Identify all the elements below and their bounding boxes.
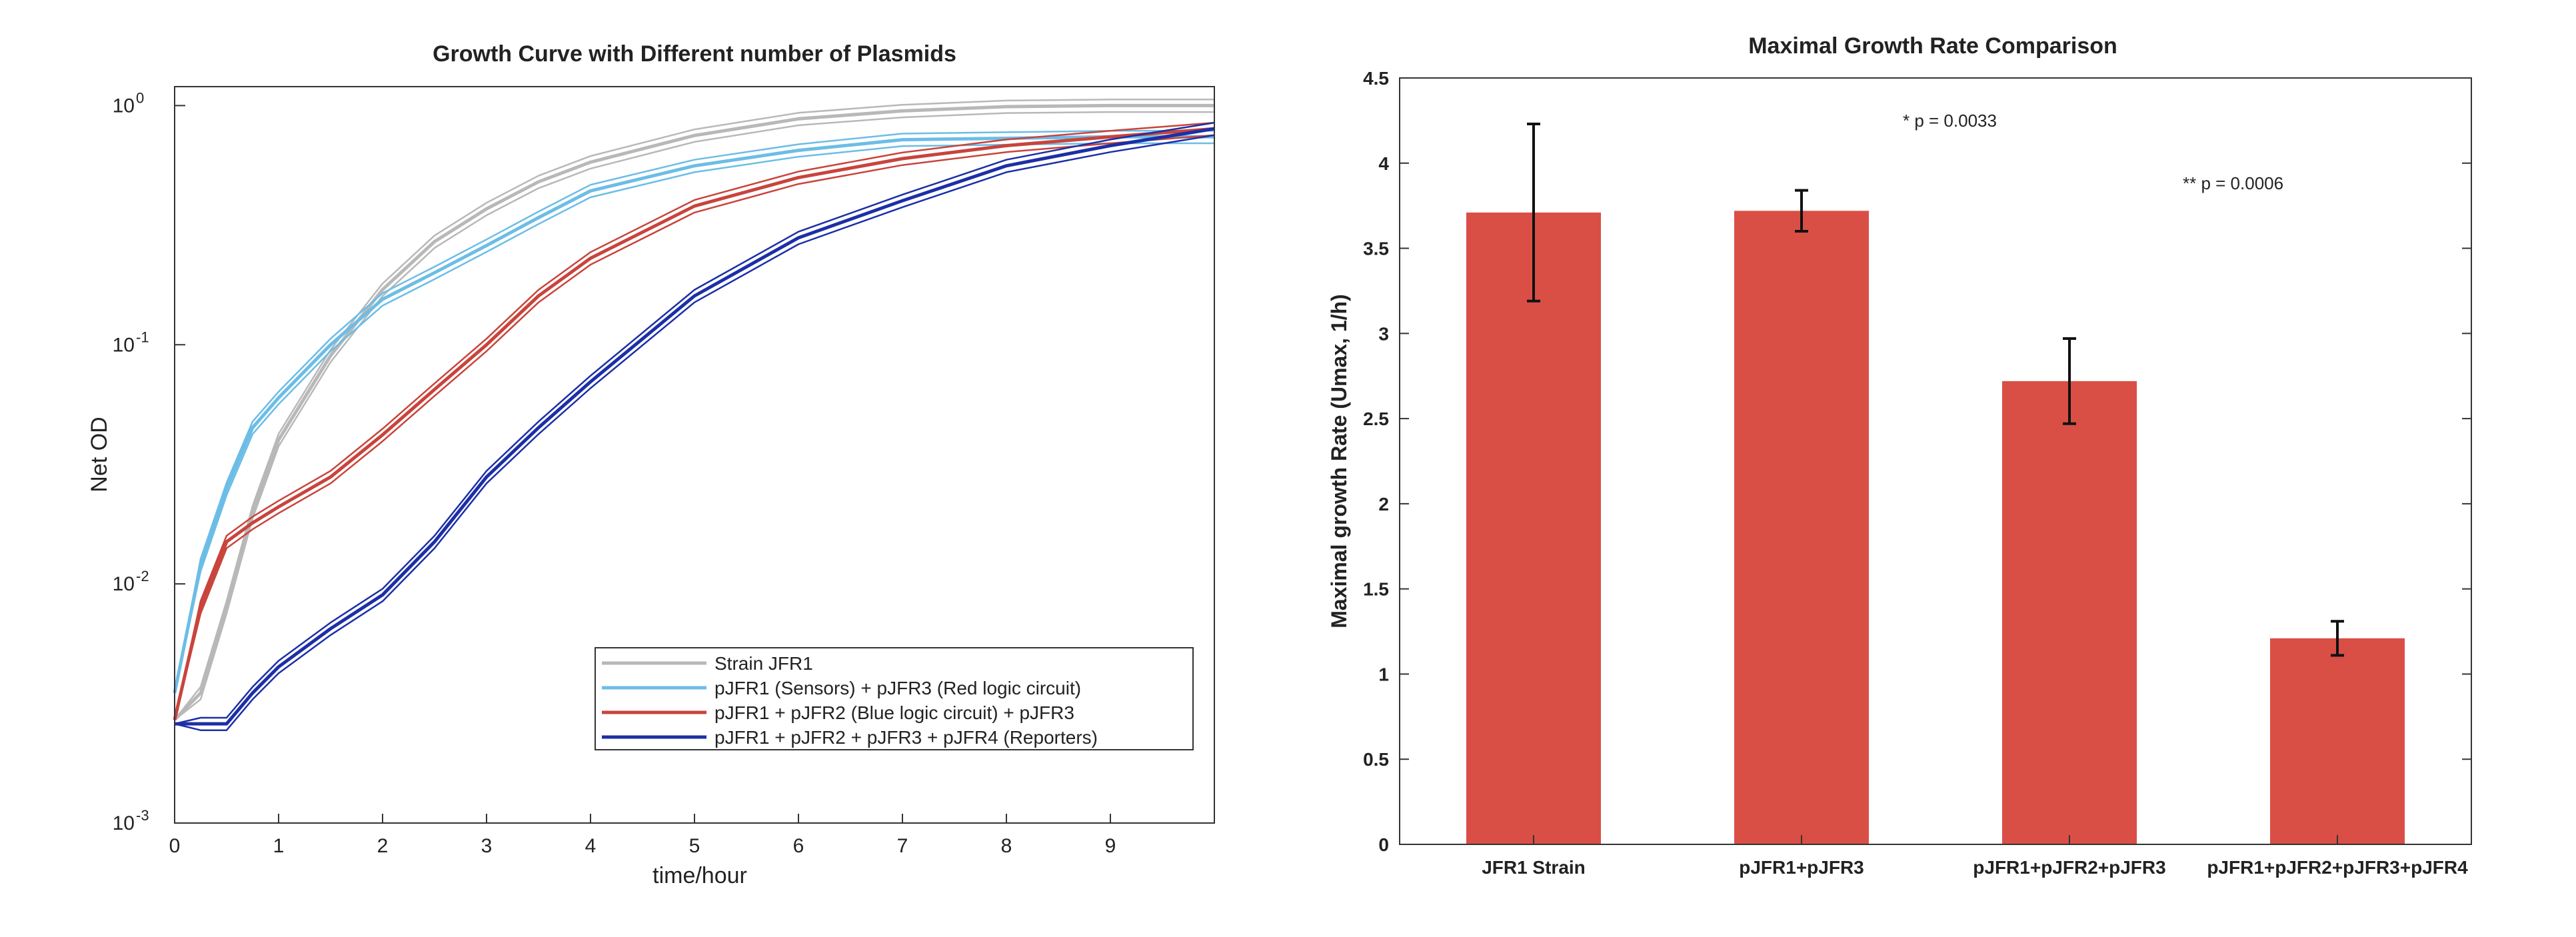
series-line	[173, 135, 1214, 694]
bars	[1466, 123, 2405, 844]
bar-axes-box	[1399, 77, 2472, 845]
series-line	[173, 103, 1214, 721]
y-tick-label: 2.5	[1363, 409, 1389, 429]
y-tick-label: 10	[113, 334, 135, 356]
error-bar	[1795, 189, 1808, 233]
series-line	[175, 127, 1215, 726]
legend-entry: pJFR1 (Sensors) + pJFR3 (Red logic circu…	[602, 678, 1081, 698]
series-line	[174, 99, 1214, 720]
x-tick-label: pJFR1+pJFR2+pJFR3+pJFR4	[2207, 857, 2468, 878]
x-tick-label: 6	[793, 835, 804, 857]
growth-y-axis-label: Net OD	[87, 417, 112, 492]
y-tick-label: 3.5	[1363, 239, 1389, 259]
bar-plot-area: 0 0.5 1 1.5 2 2.5 3 3.5 4 4.5 JFR1 Strain pJFR1+pJ…	[1363, 68, 2472, 878]
x-tick-label: 3	[481, 835, 493, 857]
series-line	[174, 111, 1214, 721]
x-tick-label: 9	[1105, 835, 1116, 857]
series-line	[174, 121, 1215, 725]
x-tick-label: 0	[169, 835, 181, 857]
series-line	[173, 130, 1214, 694]
bar-chart-title: Maximal Growth Rate Comparison	[1748, 33, 2117, 59]
series-line	[173, 127, 1215, 720]
y-tick-exponent: -2	[136, 568, 149, 584]
x-tick-label: pJFR1+pJFR2+pJFR3	[1973, 857, 2165, 878]
y-tick-exponent: 0	[136, 89, 144, 106]
x-tick-label: 8	[1001, 835, 1012, 857]
bar-y-ticks: 0 0.5 1 1.5 2 2.5 3 3.5 4 4.5	[1363, 68, 2471, 855]
legend-entry: pJFR1 + pJFR2 + pJFR3 + pJFR4 (Reporters…	[602, 727, 1098, 748]
growth-rate-bar-chart: Maximal Growth Rate Comparison 0 0.5 1 1.5 2…	[1327, 33, 2472, 878]
y-tick-label: 10	[113, 95, 135, 117]
x-tick-label: 4	[585, 835, 597, 857]
series-line	[174, 134, 1215, 731]
growth-x-ticks: 0 1 2 3 4 5 6 7 8 9	[169, 814, 1116, 857]
y-tick-label: 3	[1378, 323, 1389, 344]
bar	[2270, 638, 2405, 844]
x-tick-label: 1	[273, 835, 285, 857]
y-tick-label: 0.5	[1363, 749, 1389, 770]
error-bar	[1527, 123, 1540, 303]
error-bar	[2063, 337, 2076, 425]
y-tick-label: 10	[113, 573, 135, 595]
bar	[2002, 381, 2137, 844]
growth-curve-chart: Growth Curve with Different number of Pl…	[87, 41, 1215, 888]
growth-x-axis-label: time/hour	[652, 863, 747, 888]
y-tick-label: 1	[1378, 664, 1389, 684]
bar	[1734, 211, 1869, 844]
y-tick-label: 10	[113, 812, 135, 834]
y-tick-label: 4	[1378, 153, 1389, 174]
series-line	[173, 142, 1214, 694]
legend-label: Strain JFR1	[714, 653, 813, 674]
x-tick-label: 5	[689, 835, 700, 857]
y-tick-label: 1.5	[1363, 579, 1389, 600]
x-tick-label: pJFR1+pJFR3	[1739, 857, 1864, 878]
error-bar	[2331, 620, 2344, 657]
bar-x-ticks: JFR1 Strain pJFR1+pJFR3 pJFR1+pJFR2+pJFR3 p…	[1482, 835, 2468, 878]
legend-label: pJFR1 (Sensors) + pJFR3 (Red logic circu…	[714, 678, 1081, 698]
legend-label: pJFR1 + pJFR2 (Blue logic circuit) + pJF…	[714, 702, 1074, 723]
legend-entry: Strain JFR1	[602, 653, 813, 674]
y-tick-exponent: -3	[136, 807, 149, 824]
growth-legend: Strain JFR1 pJFR1 (Sensors) + pJFR3 (Red…	[595, 647, 1194, 750]
annotation-p-value-2: ** p = 0.0006	[2183, 173, 2283, 193]
x-tick-label: 2	[377, 835, 389, 857]
growth-lines	[173, 99, 1215, 731]
bar	[1466, 212, 1601, 844]
series-line	[173, 134, 1215, 720]
legend-entry: pJFR1 + pJFR2 (Blue logic circuit) + pJF…	[602, 702, 1074, 723]
y-tick-label: 4.5	[1363, 68, 1389, 89]
x-tick-label: JFR1 Strain	[1482, 857, 1586, 878]
y-tick-exponent: -1	[136, 329, 149, 345]
growth-chart-title: Growth Curve with Different number of Pl…	[433, 41, 956, 67]
x-tick-label: 7	[897, 835, 908, 857]
y-tick-label: 0	[1378, 834, 1389, 855]
legend-label: pJFR1 + pJFR2 + pJFR3 + pJFR4 (Reporters…	[714, 727, 1098, 748]
bar-y-axis-label: Maximal growth Rate (Umax, 1/h)	[1327, 294, 1351, 628]
series-line	[173, 121, 1215, 720]
annotation-p-value-1: * p = 0.0033	[1903, 111, 1997, 131]
y-tick-label: 2	[1378, 494, 1389, 514]
